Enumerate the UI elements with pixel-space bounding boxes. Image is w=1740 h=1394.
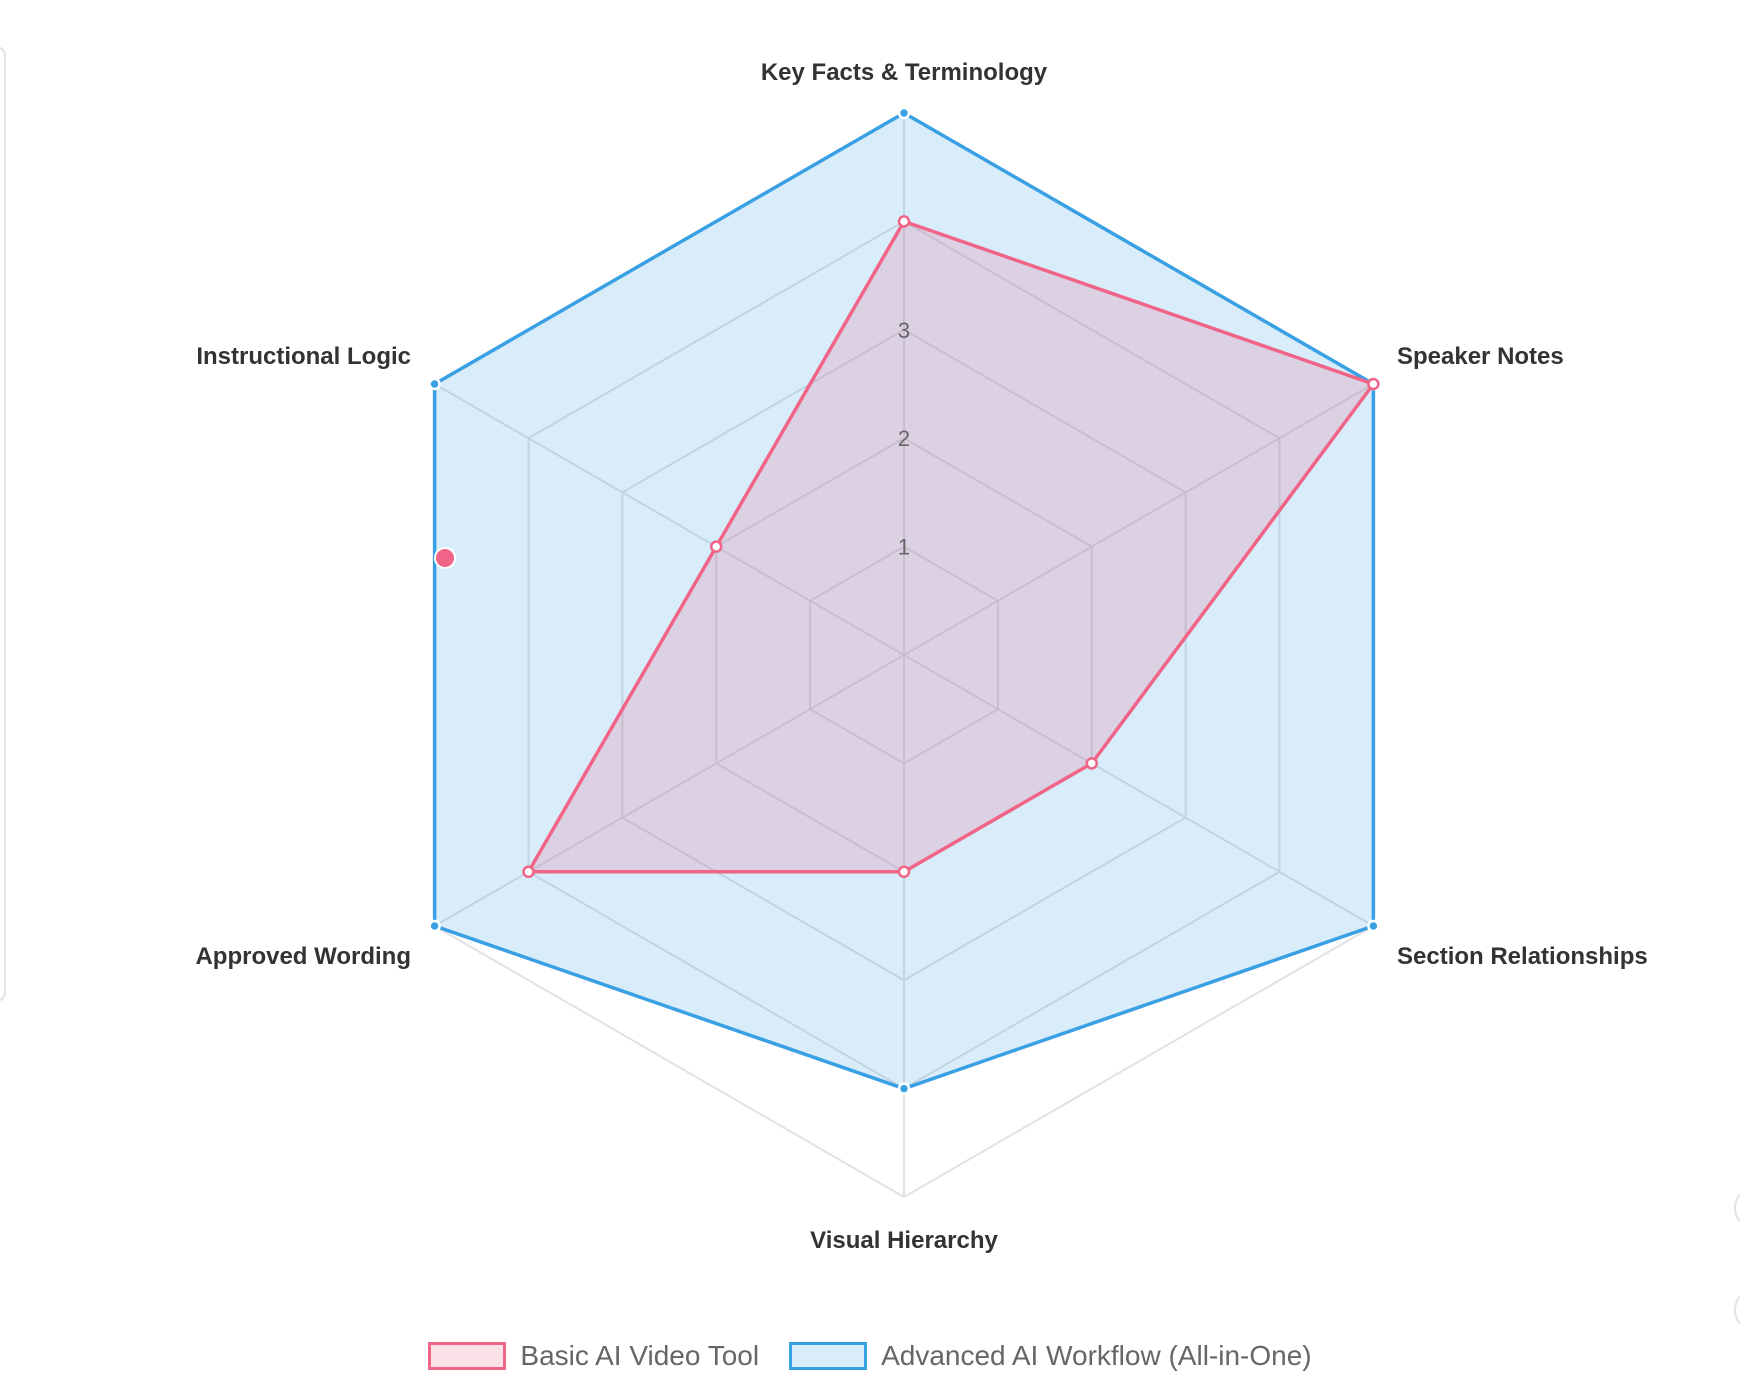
hover-point-marker <box>434 547 456 569</box>
tick-label-3: 3 <box>898 318 910 343</box>
legend: Basic AI Video Tool Advanced AI Workflow … <box>0 1340 1740 1372</box>
outlier-layer <box>434 547 456 569</box>
axis-label-2: Section Relationships <box>1397 943 1648 970</box>
legend-item-1[interactable]: Advanced AI Workflow (All-in-One) <box>789 1340 1312 1372</box>
grid-spoke-1 <box>903 383 1374 656</box>
data-point-1-0 <box>897 106 911 120</box>
radar-series <box>428 106 1380 1095</box>
data-point-0-4 <box>522 865 535 879</box>
legend-swatch-0 <box>428 1342 507 1370</box>
tick-label-2: 2 <box>898 426 910 451</box>
radar-chart: Key Facts & Terminology Speaker Notes Sect… <box>195 59 1647 1254</box>
data-point-1-4 <box>428 919 441 933</box>
radar-axis-labels: Key Facts & Terminology Speaker Notes Sect… <box>195 59 1647 1254</box>
grid-spoke-2 <box>903 654 1374 927</box>
legend-label-1: Advanced AI Workflow (All-in-One) <box>881 1340 1312 1371</box>
axis-label-4: Approved Wording <box>195 943 411 970</box>
series-0 <box>522 215 1380 879</box>
tick-label-1: 1 <box>898 535 910 560</box>
grid-spoke-5 <box>434 383 905 656</box>
data-point-0-0 <box>897 215 911 228</box>
axis-label-1: Speaker Notes <box>1397 343 1564 370</box>
legend-label-0: Basic AI Video Tool <box>520 1340 760 1371</box>
legend-item-0[interactable]: Basic AI Video Tool <box>428 1340 759 1372</box>
data-point-1-2 <box>1367 919 1380 933</box>
data-point-0-2 <box>1085 757 1099 770</box>
axis-label-0: Key Facts & Terminology <box>761 59 1048 86</box>
data-point-0-5 <box>709 540 723 553</box>
data-point-0-1 <box>1367 377 1380 391</box>
axis-label-3: Visual Hierarchy <box>810 1227 998 1254</box>
axis-label-5: Instructional Logic <box>196 343 411 370</box>
radar-tick-labels: 1 2 3 <box>898 318 910 560</box>
legend-swatch-1 <box>789 1342 868 1370</box>
data-point-1-5 <box>428 377 441 391</box>
data-point-1-3 <box>897 1082 911 1095</box>
data-point-0-3 <box>897 865 911 879</box>
grid-spoke-4 <box>434 654 905 927</box>
